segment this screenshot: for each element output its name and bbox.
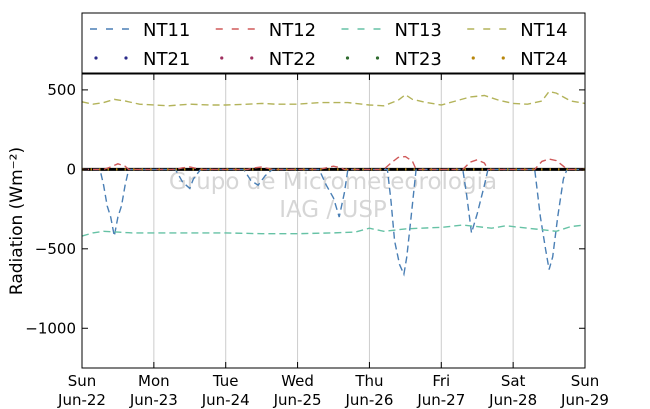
legend-swatch-dot — [501, 56, 505, 60]
legend-label: NT11 — [143, 20, 190, 41]
legend-swatch-dot — [471, 56, 475, 60]
legend-label: NT12 — [269, 20, 316, 41]
legend-swatch-dot — [375, 56, 380, 60]
x-tick-label-day: Sat — [501, 372, 526, 390]
x-tick-label-day: Sun — [68, 372, 97, 390]
x-tick-label-day: Fri — [432, 372, 450, 390]
x-tick-label-date: Jun-24 — [201, 391, 250, 409]
series-line-nt12 — [82, 155, 585, 171]
legend-swatch-dot — [220, 56, 224, 60]
y-axis-label: Radiation (Wm⁻²) — [7, 147, 27, 295]
x-tick-label-day: Wed — [281, 372, 314, 390]
legend-box — [81, 12, 586, 74]
x-tick-label-date: Jun-27 — [416, 391, 465, 409]
x-tick-label-day: Sun — [571, 372, 600, 390]
y-tick-label: −500 — [35, 240, 76, 258]
legend-label: NT13 — [395, 20, 442, 41]
x-tick-label-day: Thu — [354, 372, 383, 390]
x-tick-label-day: Tue — [212, 372, 239, 390]
legend-label: NT14 — [520, 20, 567, 41]
x-tick-label-date: Jun-28 — [488, 391, 537, 409]
legend-label: NT23 — [395, 49, 442, 70]
plot-frame — [81, 73, 586, 369]
series-line-nt14 — [81, 90, 586, 107]
x-tick-label-day: Mon — [138, 372, 170, 390]
x-tick-label-date: Jun-22 — [57, 391, 106, 409]
legend-label: NT21 — [143, 49, 190, 70]
series-line-nt13 — [81, 224, 586, 237]
legend-swatch-dot — [345, 56, 350, 60]
x-tick-label-date: Jun-26 — [344, 391, 393, 409]
x-tick-label-date: Jun-25 — [273, 391, 322, 409]
legend-swatch-dot — [250, 56, 254, 60]
legend-label: NT24 — [520, 49, 567, 70]
watermark-text: Grupo de Micrometeorologia — [169, 169, 497, 195]
x-tick-label-date: Jun-23 — [129, 391, 178, 409]
y-tick-label: −1000 — [25, 319, 76, 337]
watermark-text: IAG / USP — [279, 197, 387, 223]
x-tick-label-date: Jun-29 — [560, 391, 609, 409]
y-tick-label: 500 — [47, 81, 76, 99]
legend-swatch-dot — [94, 56, 98, 60]
legend-swatch-dot — [124, 56, 128, 60]
legend-label: NT22 — [269, 49, 316, 70]
y-tick-label: 0 — [66, 160, 76, 178]
